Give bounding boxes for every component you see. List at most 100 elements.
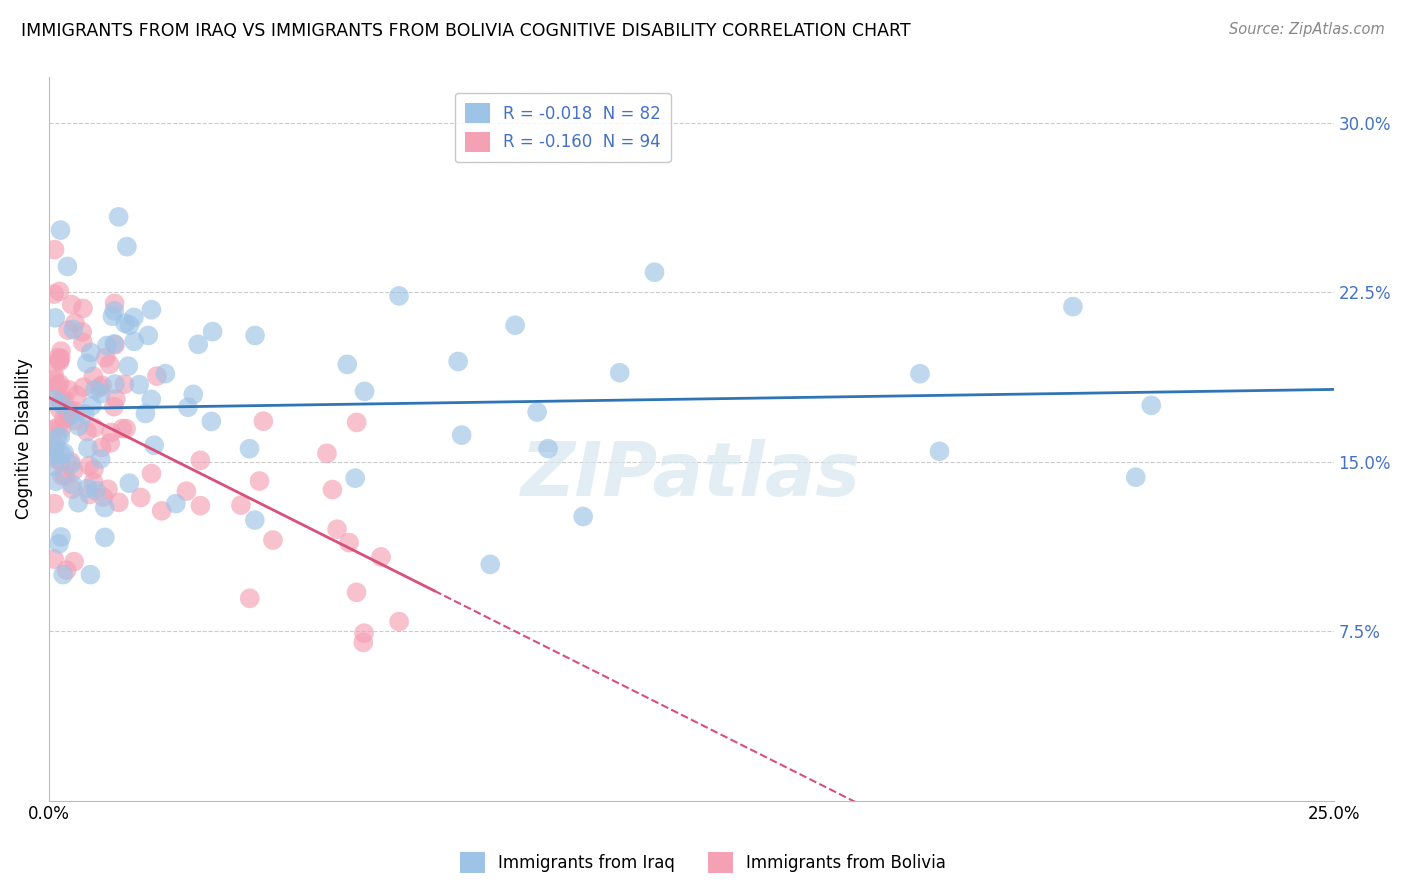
Y-axis label: Cognitive Disability: Cognitive Disability [15,359,32,519]
Point [155,367,177,381]
Point [82,369,104,384]
Point [353,626,375,640]
Point [388,289,411,303]
Point [103,336,125,351]
Point [46,351,69,365]
Point [82,475,104,490]
Point [49,393,72,408]
Point [97,482,120,496]
Point [101,310,124,324]
Point [129,491,152,505]
Point [42,437,65,451]
Point [1125,470,1147,484]
Point [200,414,222,428]
Point [58,405,80,419]
Point [479,558,502,572]
Legend: R = -0.018  N = 82, R = -0.160  N = 94: R = -0.018 N = 82, R = -0.160 N = 94 [454,93,671,162]
Point [83,462,105,476]
Point [98,436,121,450]
Point [72,380,94,394]
Point [201,325,224,339]
Point [572,509,595,524]
Point [51,422,73,436]
Point [98,357,121,371]
Point [51,468,73,483]
Point [117,359,139,373]
Point [72,335,94,350]
Point [115,422,138,436]
Point [114,377,136,392]
Point [62,477,84,491]
Point [262,533,284,547]
Point [42,372,65,386]
Point [49,351,72,365]
Point [53,392,76,407]
Point [115,239,138,253]
Point [46,431,69,445]
Point [80,399,103,413]
Point [91,378,114,392]
Point [352,635,374,649]
Point [229,498,252,512]
Text: Source: ZipAtlas.com: Source: ZipAtlas.com [1229,22,1385,37]
Point [77,487,100,501]
Point [44,389,66,403]
Point [150,504,173,518]
Point [346,416,368,430]
Point [66,388,89,402]
Point [252,414,274,428]
Point [165,497,187,511]
Point [45,474,67,488]
Point [122,334,145,349]
Point [103,400,125,414]
Point [111,421,134,435]
Point [46,420,69,434]
Point [187,337,209,351]
Point [44,243,66,257]
Point [103,303,125,318]
Point [104,376,127,391]
Point [48,353,70,368]
Point [122,310,145,325]
Point [49,344,72,359]
Point [344,471,367,485]
Point [94,500,117,515]
Point [59,458,82,472]
Point [188,453,211,467]
Point [108,495,131,509]
Point [77,441,100,455]
Point [48,402,70,417]
Point [243,328,266,343]
Point [42,443,65,458]
Point [104,296,127,310]
Point [118,318,141,332]
Point [908,367,931,381]
Point [55,563,77,577]
Point [141,302,163,317]
Point [63,316,86,330]
Point [353,384,375,399]
Point [388,615,411,629]
Point [73,407,96,421]
Point [42,422,65,436]
Point [46,377,69,392]
Point [42,459,65,474]
Point [176,484,198,499]
Point [94,530,117,544]
Point [42,497,65,511]
Point [58,383,80,397]
Point [136,328,159,343]
Point [370,549,392,564]
Point [42,287,65,301]
Point [128,377,150,392]
Point [1140,398,1163,412]
Point [190,499,212,513]
Point [90,441,112,455]
Point [118,476,141,491]
Point [60,298,83,312]
Point [59,455,82,469]
Point [58,403,80,417]
Point [141,392,163,407]
Point [63,555,86,569]
Point [141,467,163,481]
